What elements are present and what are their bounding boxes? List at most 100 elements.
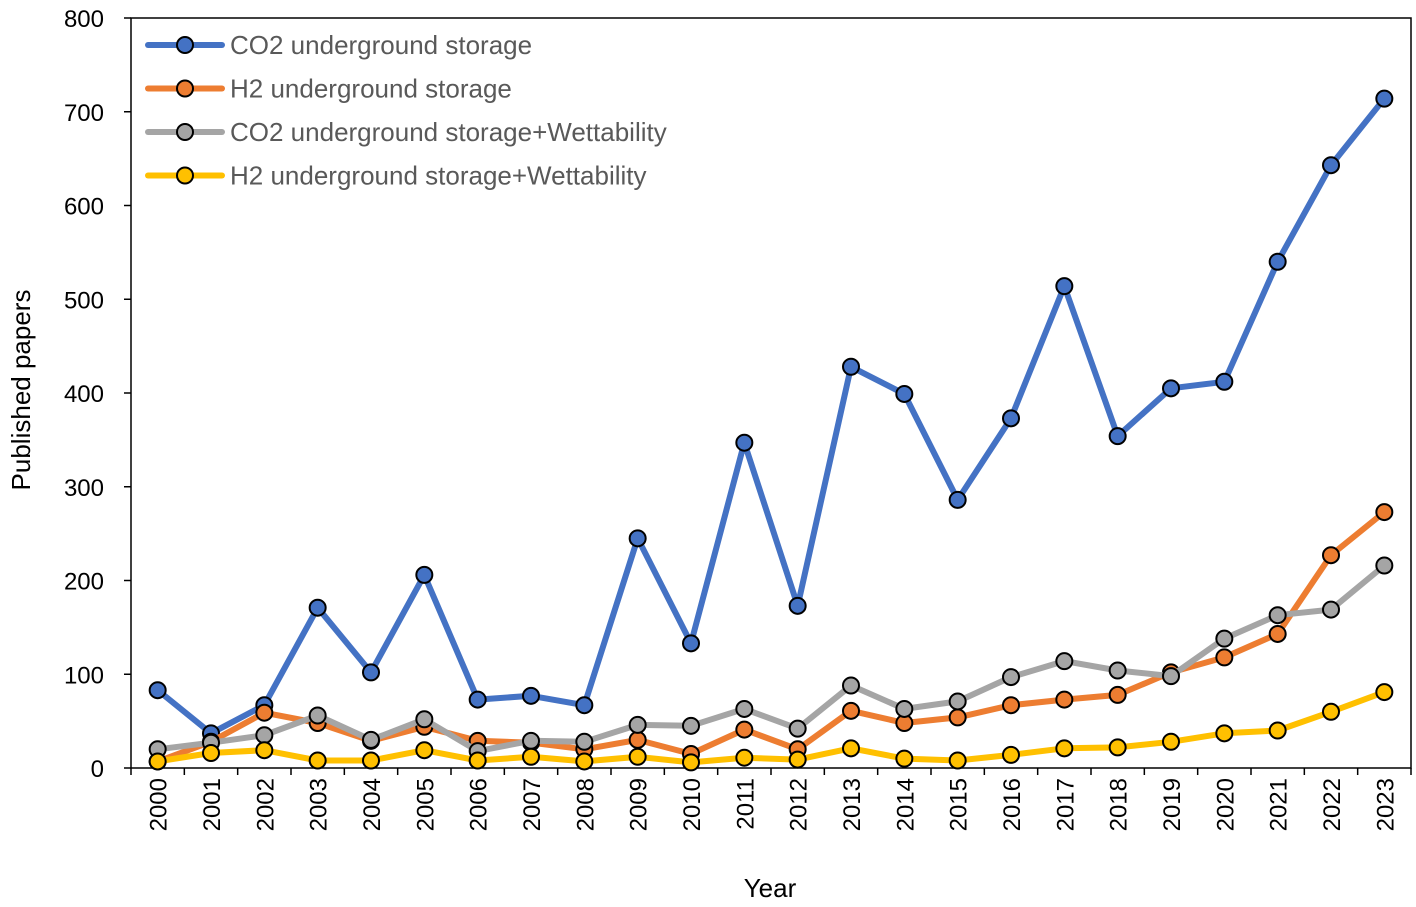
data-point — [1108, 661, 1127, 680]
data-point — [308, 751, 327, 770]
data-point — [255, 703, 274, 722]
legend-label: CO2 underground storage+Wettability — [230, 117, 667, 147]
data-point — [1215, 629, 1234, 648]
y-tick-label: 800 — [64, 6, 104, 33]
data-point — [788, 719, 807, 738]
data-point — [1322, 702, 1340, 721]
x-tick-label: 2022 — [1319, 778, 1346, 831]
data-point — [1322, 600, 1340, 619]
data-point — [735, 720, 754, 739]
x-tick-label: 2012 — [786, 778, 813, 831]
x-tick-label: 2021 — [1266, 778, 1293, 831]
data-point — [1002, 409, 1020, 428]
data-point — [522, 747, 540, 766]
legend-marker — [176, 123, 194, 141]
x-tick-label: 2013 — [839, 778, 866, 831]
data-point — [628, 730, 647, 749]
x-tick-label: 2014 — [892, 778, 919, 831]
data-point — [895, 384, 914, 403]
data-point — [1215, 372, 1234, 391]
x-tick-label: 2005 — [412, 778, 439, 831]
x-tick-label: 2020 — [1212, 778, 1239, 831]
data-point — [415, 565, 434, 584]
data-point — [628, 529, 647, 548]
legend-marker — [176, 79, 194, 98]
y-tick-label: 700 — [64, 100, 104, 127]
data-point — [1322, 156, 1340, 175]
x-tick-label: 2004 — [359, 778, 386, 831]
data-point — [842, 701, 860, 720]
legend-label: CO2 underground storage — [230, 30, 532, 60]
data-point — [948, 708, 967, 727]
y-tick-label: 400 — [64, 381, 104, 408]
data-point — [255, 741, 274, 760]
data-point — [1055, 690, 1074, 709]
data-point — [735, 699, 754, 718]
data-point — [1268, 606, 1287, 625]
data-point — [362, 751, 380, 770]
data-point — [362, 663, 380, 682]
series-line — [154, 95, 1388, 737]
data-point — [255, 726, 274, 745]
data-point — [788, 596, 807, 615]
x-tick-label: 2002 — [252, 778, 279, 831]
x-tick-label: 2008 — [572, 778, 599, 831]
data-point — [1268, 624, 1287, 643]
data-point — [1375, 556, 1394, 575]
data-point — [468, 751, 487, 770]
data-point — [628, 715, 647, 734]
y-tick-label: 0 — [91, 756, 104, 783]
legend-label: H2 underground storage+Wettability — [230, 161, 647, 191]
legend-marker — [176, 166, 194, 185]
series-co2-underground-storage-wettability — [148, 556, 1394, 761]
data-point — [842, 676, 860, 695]
data-point — [308, 706, 327, 725]
legend-item: CO2 underground storage — [145, 30, 532, 60]
data-point — [362, 730, 380, 749]
data-point — [628, 747, 647, 766]
data-point — [895, 699, 914, 718]
data-point — [575, 732, 594, 751]
legend-item: CO2 underground storage+Wettability — [145, 117, 667, 147]
series-line — [154, 562, 1388, 755]
data-point — [682, 634, 700, 653]
legend-item: H2 underground storage — [145, 74, 512, 104]
y-tick-label: 200 — [64, 569, 104, 596]
x-tick-label: 2009 — [626, 778, 653, 831]
data-point — [308, 598, 327, 617]
y-axis-title: Published papers — [6, 290, 36, 491]
data-point — [1215, 648, 1234, 667]
y-tick-label: 100 — [64, 662, 104, 689]
data-point — [842, 739, 860, 758]
data-point — [1108, 738, 1127, 757]
x-tick-label: 2019 — [1159, 778, 1186, 831]
data-point — [1322, 546, 1340, 565]
series-h2-underground-storage — [148, 503, 1394, 771]
data-point — [1055, 277, 1074, 296]
data-point — [1268, 721, 1287, 740]
data-point — [948, 692, 967, 711]
series-h2-underground-storage-wettability — [148, 683, 1394, 772]
data-point — [735, 748, 754, 767]
x-tick-label: 2003 — [306, 778, 333, 831]
x-tick-label: 2000 — [146, 778, 173, 831]
data-point — [575, 752, 594, 771]
data-point — [735, 433, 754, 452]
data-point — [1268, 252, 1287, 271]
data-point — [202, 744, 220, 762]
data-point — [1215, 724, 1234, 743]
legend-marker — [176, 36, 194, 54]
x-tick-label: 2010 — [679, 778, 706, 831]
data-point — [1002, 745, 1020, 764]
x-axis-title: Year — [744, 873, 797, 903]
legend-label: H2 underground storage — [230, 74, 512, 104]
x-tick-label: 2001 — [199, 778, 226, 831]
data-point — [788, 750, 807, 769]
data-point — [682, 716, 700, 735]
data-point — [575, 696, 594, 715]
y-tick-label: 500 — [64, 287, 104, 314]
x-tick-label: 2017 — [1052, 778, 1079, 831]
legend-item: H2 underground storage+Wettability — [145, 161, 647, 191]
